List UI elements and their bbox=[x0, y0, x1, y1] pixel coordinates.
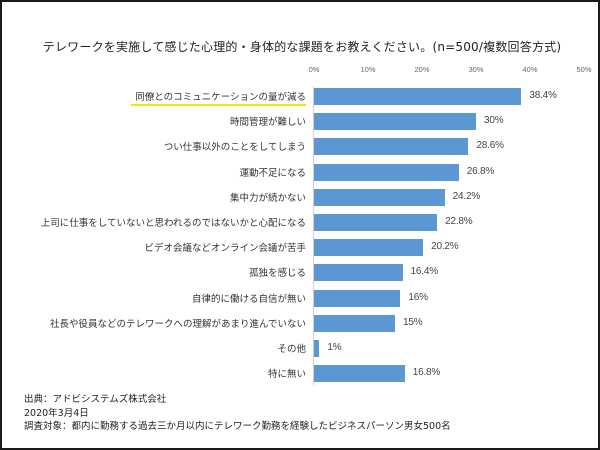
category-label: 時間管理が難しい bbox=[229, 117, 306, 129]
bar-row: 上司に仕事をしていないと思われるのではないかと心配になる 22.8% bbox=[2, 214, 600, 232]
bar-row: 集中力が続かない 24.2% bbox=[2, 188, 600, 207]
category-label: ビデオ会議などオンライン会議が苦手 bbox=[144, 243, 306, 255]
value-label: 26.8% bbox=[466, 165, 495, 177]
category-label: 自律的に働ける自信が無い bbox=[191, 293, 306, 305]
bar bbox=[314, 113, 476, 131]
x-tick: 30% bbox=[468, 65, 484, 74]
bar bbox=[314, 239, 424, 257]
x-tick: 0% bbox=[308, 65, 320, 74]
value-label: 15% bbox=[403, 316, 423, 328]
value-label: 16.4% bbox=[410, 266, 439, 278]
value-label: 22.8% bbox=[445, 216, 473, 227]
x-tick: 40% bbox=[522, 65, 538, 74]
chart-footer: 出典：アドビシステムズ株式会社 2020年3月4日 調査対象：都内に勤務する過去… bbox=[24, 393, 451, 434]
bar bbox=[314, 340, 320, 357]
x-tick: 10% bbox=[360, 65, 376, 74]
bar-row: 社長や役員などのテレワークへの理解があまり進んでいない 15% bbox=[2, 314, 600, 333]
category-label: 運動不足になる bbox=[239, 167, 306, 179]
bar bbox=[314, 314, 395, 332]
bar-row: その他 1% bbox=[2, 340, 600, 358]
bar-row: ビデオ会議などオンライン会議が苦手 20.2% bbox=[2, 239, 600, 257]
survey-date: 2020年3月4日 bbox=[24, 407, 89, 419]
bar bbox=[314, 88, 522, 105]
value-label: 16.8% bbox=[412, 367, 441, 379]
category-label: 同僚とのコミュニケーションの量が減る bbox=[131, 89, 306, 106]
bar bbox=[314, 138, 469, 156]
bar-row: つい仕事以外のことをしてしまう 28.6% bbox=[2, 138, 600, 156]
bar bbox=[314, 163, 459, 181]
bar-row: 自律的に働ける自信が無い 16% bbox=[2, 289, 600, 308]
category-label: 上司に仕事をしていないと思われるのではないかと心配になる bbox=[40, 218, 306, 229]
x-tick: 20% bbox=[414, 65, 430, 74]
category-label: つい仕事以外のことをしてしまう bbox=[163, 142, 306, 154]
bar bbox=[314, 289, 401, 307]
x-axis-ticks: 0% 10% 20% 30% 40% 50% bbox=[2, 65, 600, 79]
category-label: 特に無い bbox=[267, 369, 306, 381]
bar-row: 運動不足になる 26.8% bbox=[2, 163, 600, 182]
category-label: 孤独を感じる bbox=[248, 268, 306, 280]
category-label: その他 bbox=[277, 344, 306, 355]
bar-row: 孤独を感じる 16.4% bbox=[2, 264, 600, 282]
value-label: 16% bbox=[408, 291, 428, 303]
bar bbox=[314, 365, 405, 383]
bar bbox=[314, 188, 445, 206]
category-label: 集中力が続かない bbox=[229, 192, 306, 204]
chart-title: テレワークを実施して感じた心理的・身体的な課題をお教えください。(n=500/複… bbox=[42, 40, 562, 54]
bar bbox=[314, 214, 438, 231]
bar bbox=[314, 264, 403, 282]
bar-row: 時間管理が難しい 30% bbox=[2, 113, 600, 131]
y-axis-line bbox=[313, 86, 314, 385]
bar-row: 特に無い 16.8% bbox=[2, 365, 600, 383]
value-label: 30% bbox=[484, 115, 504, 127]
value-label: 1% bbox=[327, 342, 342, 353]
bar-row: 同僚とのコミュニケーションの量が減る 38.4% bbox=[2, 88, 600, 106]
value-label: 24.2% bbox=[452, 190, 481, 202]
x-tick: 50% bbox=[576, 65, 592, 74]
value-label: 20.2% bbox=[431, 241, 459, 253]
value-label: 28.6% bbox=[476, 140, 504, 152]
source-note: 出典：アドビシステムズ株式会社 bbox=[24, 394, 167, 405]
value-label: 38.4% bbox=[529, 90, 557, 101]
survey-subjects: 調査対象：都内に勤務する過去三か月以内にテレワーク勤務を経験したビジネスパーソン… bbox=[24, 421, 451, 432]
category-label: 社長や役員などのテレワークへの理解があまり進んでいない bbox=[49, 318, 306, 330]
